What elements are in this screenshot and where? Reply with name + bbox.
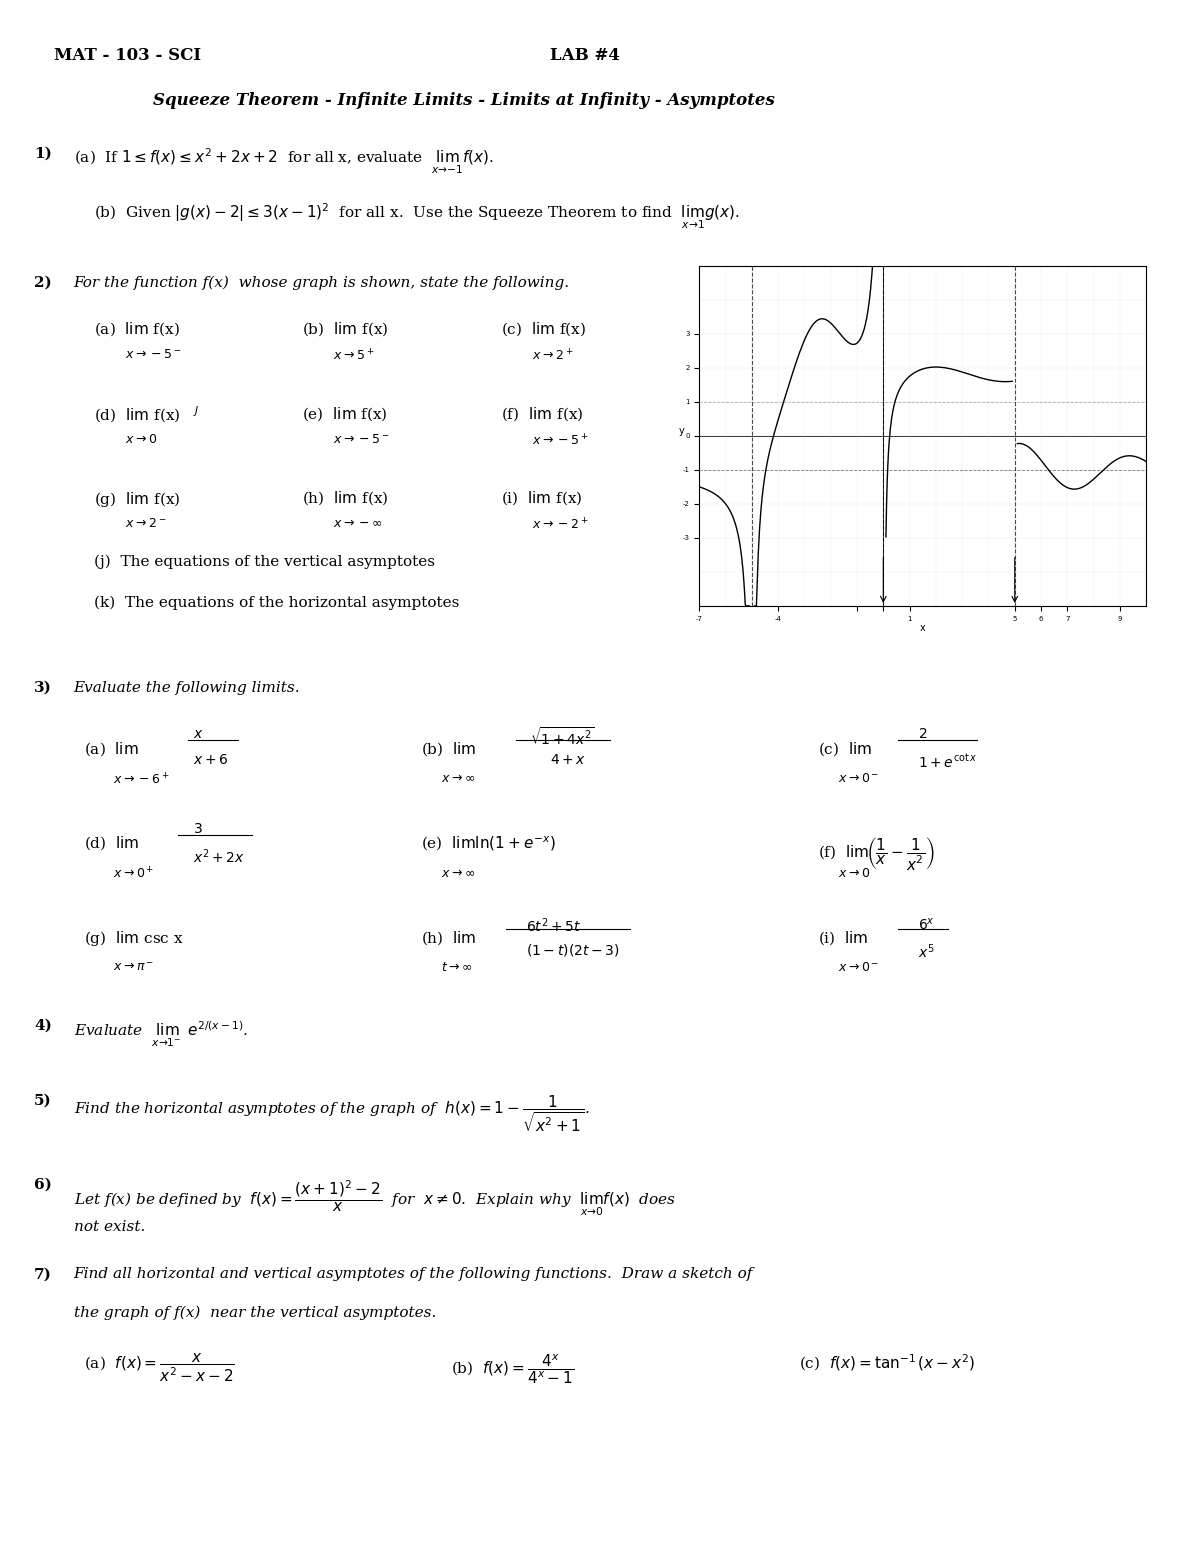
Text: (d)  $\lim$: (d) $\lim$ <box>84 834 139 853</box>
Text: $x \to 0^-$: $x \to 0^-$ <box>839 961 880 974</box>
Text: $x \to -5^-$: $x \to -5^-$ <box>302 433 390 446</box>
Text: $x \to 0$: $x \to 0$ <box>94 433 157 446</box>
Text: $1 + e^{\cot x}$: $1 + e^{\cot x}$ <box>918 753 977 770</box>
Text: (k)  The equations of the horizontal asymptotes: (k) The equations of the horizontal asym… <box>94 596 458 610</box>
Text: 1): 1) <box>34 146 52 160</box>
Text: (j)  The equations of the vertical asymptotes: (j) The equations of the vertical asympt… <box>94 554 434 568</box>
Text: not exist.: not exist. <box>73 1219 145 1233</box>
Text: Squeeze Theorem - Infinite Limits - Limits at Infinity - Asymptotes: Squeeze Theorem - Infinite Limits - Limi… <box>154 92 775 109</box>
Text: (e)  $\lim$ f(x): (e) $\lim$ f(x) <box>302 405 388 422</box>
Text: $x \to 0$: $x \to 0$ <box>839 867 870 879</box>
Text: 2): 2) <box>34 276 52 290</box>
Text: (i)  $\lim$: (i) $\lim$ <box>818 929 869 947</box>
Text: (a)  If $1 \leq f(x) \leq x^{2} + 2x + 2$  for all x, evaluate  $\lim_{x \to -1}: (a) If $1 \leq f(x) \leq x^{2} + 2x + 2$… <box>73 146 494 177</box>
Text: (b)  $f(x) = \dfrac{4^x}{4^x - 1}$: (b) $f(x) = \dfrac{4^x}{4^x - 1}$ <box>451 1353 575 1385</box>
Text: $4 + x$: $4 + x$ <box>551 753 587 767</box>
Text: $x \to \infty$: $x \to \infty$ <box>442 772 475 784</box>
Text: Find the horizontal asymptotes of the graph of  $h(x) = 1 - \dfrac{1}{\sqrt{x^2 : Find the horizontal asymptotes of the gr… <box>73 1093 589 1134</box>
Text: $(1 - t)(2t - 3)$: $(1 - t)(2t - 3)$ <box>526 943 619 958</box>
Text: the graph of f(x)  near the vertical asymptotes.: the graph of f(x) near the vertical asym… <box>73 1305 436 1320</box>
Text: (b)  $\lim$ f(x): (b) $\lim$ f(x) <box>302 320 389 339</box>
Text: (a)  $\lim$ f(x): (a) $\lim$ f(x) <box>94 320 179 339</box>
Text: (g)  $\lim$ csc x: (g) $\lim$ csc x <box>84 929 184 949</box>
Text: LAB #4: LAB #4 <box>551 47 620 64</box>
Text: (f)  $\lim$ f(x): (f) $\lim$ f(x) <box>500 405 583 422</box>
Text: (b)  $\lim$: (b) $\lim$ <box>421 741 476 758</box>
Text: 7): 7) <box>34 1267 52 1281</box>
Text: (h)  $\lim$ f(x): (h) $\lim$ f(x) <box>302 489 389 508</box>
Text: $6t^2 + 5t$: $6t^2 + 5t$ <box>526 916 581 935</box>
Text: 5): 5) <box>34 1093 52 1107</box>
Text: $3$: $3$ <box>193 822 203 836</box>
Text: (b)  Given $|g(x) - 2| \leq 3(x-1)^{2}$  for all x.  Use the Squeeze Theorem to : (b) Given $|g(x) - 2| \leq 3(x-1)^{2}$ f… <box>94 200 739 231</box>
Text: $x \to -2^+$: $x \to -2^+$ <box>500 517 589 533</box>
Text: $x^2 + 2x$: $x^2 + 2x$ <box>193 848 245 867</box>
Text: $2$: $2$ <box>918 727 928 741</box>
Text: MAT - 103 - SCI: MAT - 103 - SCI <box>54 47 200 64</box>
Text: $x \to 2^-$: $x \to 2^-$ <box>94 517 167 531</box>
Text: $x \to -\infty$: $x \to -\infty$ <box>302 517 383 531</box>
Text: 6): 6) <box>34 1177 52 1191</box>
Text: $x \to \infty$: $x \to \infty$ <box>442 867 475 879</box>
Text: $x \to 5^+$: $x \to 5^+$ <box>302 348 374 363</box>
Text: $x \to -5^+$: $x \to -5^+$ <box>500 433 589 449</box>
Text: $x \to -6^+$: $x \to -6^+$ <box>114 772 170 787</box>
Text: $t \to \infty$: $t \to \infty$ <box>442 961 473 974</box>
Text: (c)  $\lim$ f(x): (c) $\lim$ f(x) <box>500 320 586 339</box>
Text: (f)  $\lim\!\left(\dfrac{1}{x} - \dfrac{1}{x^2}\right)$: (f) $\lim\!\left(\dfrac{1}{x} - \dfrac{1… <box>818 834 935 871</box>
Text: $x + 6$: $x + 6$ <box>193 753 228 767</box>
Text: (a)  $\lim$: (a) $\lim$ <box>84 741 138 758</box>
Text: $x \to 0^+$: $x \to 0^+$ <box>114 867 155 882</box>
Text: (c)  $\lim$: (c) $\lim$ <box>818 741 872 758</box>
Text: (h)  $\lim$: (h) $\lim$ <box>421 929 476 947</box>
Text: $x \to \pi^-$: $x \to \pi^-$ <box>114 961 155 974</box>
Text: $x^5$: $x^5$ <box>918 943 935 961</box>
Text: (c)  $f(x) = \tan^{-1}(x - x^2)$: (c) $f(x) = \tan^{-1}(x - x^2)$ <box>799 1353 974 1373</box>
Text: 4): 4) <box>34 1019 52 1033</box>
Text: For the function f(x)  whose graph is shown, state the following.: For the function f(x) whose graph is sho… <box>73 276 570 290</box>
Text: $x \to 0^-$: $x \to 0^-$ <box>839 772 880 784</box>
Text: (d)  $\lim$ f(x)   $^J$: (d) $\lim$ f(x) $^J$ <box>94 405 199 426</box>
Text: $\sqrt{1 + 4x^2}$: $\sqrt{1 + 4x^2}$ <box>530 727 595 749</box>
Text: $x \to -5^-$: $x \to -5^-$ <box>94 348 181 362</box>
Text: (e)  $\lim \ln\!\left(1 + e^{-x}\right)$: (e) $\lim \ln\!\left(1 + e^{-x}\right)$ <box>421 834 556 853</box>
Text: $x \to 2^+$: $x \to 2^+$ <box>500 348 574 363</box>
Text: Evaluate  $\lim_{x \to 1^-}\ e^{2/(x-1)}$.: Evaluate $\lim_{x \to 1^-}\ e^{2/(x-1)}$… <box>73 1019 248 1048</box>
Text: Find all horizontal and vertical asymptotes of the following functions.  Draw a : Find all horizontal and vertical asympto… <box>73 1267 754 1281</box>
Text: (g)  $\lim$ f(x): (g) $\lim$ f(x) <box>94 489 180 508</box>
Text: Evaluate the following limits.: Evaluate the following limits. <box>73 680 300 694</box>
Text: $6^x$: $6^x$ <box>918 916 935 932</box>
Text: $x$: $x$ <box>193 727 204 741</box>
Text: 3): 3) <box>34 680 52 694</box>
Text: (a)  $f(x) = \dfrac{x}{x^2 - x - 2}$: (a) $f(x) = \dfrac{x}{x^2 - x - 2}$ <box>84 1353 234 1384</box>
Text: Let f(x) be defined by  $f(x) = \dfrac{(x+1)^2 - 2}{x}$  for  $x \neq 0$.  Expla: Let f(x) be defined by $f(x) = \dfrac{(x… <box>73 1177 676 1218</box>
Text: (i)  $\lim$ f(x): (i) $\lim$ f(x) <box>500 489 582 508</box>
